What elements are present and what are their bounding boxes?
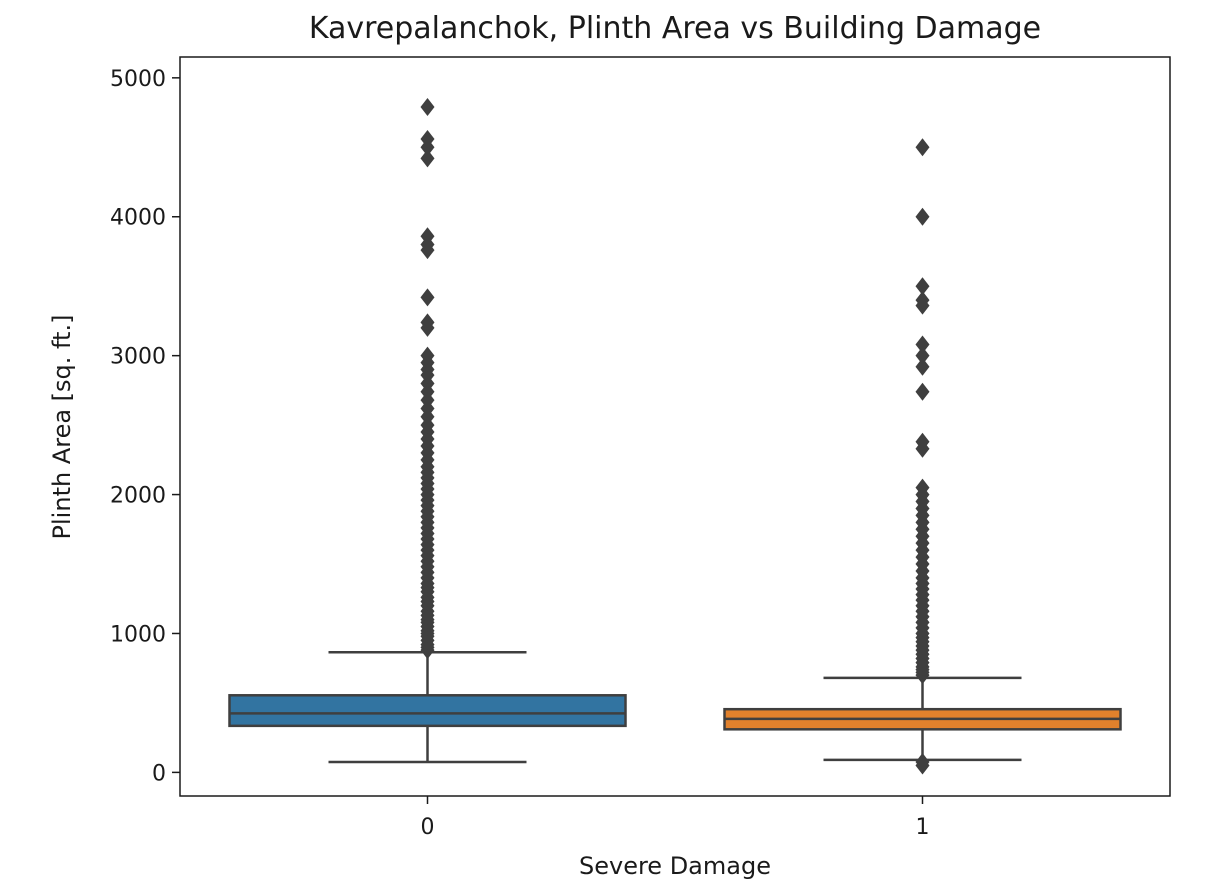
outlier-point	[915, 478, 930, 497]
y-tick-label: 2000	[110, 484, 166, 509]
outlier-point	[915, 207, 930, 226]
outlier-point	[915, 357, 930, 376]
outlier-point	[915, 291, 930, 310]
outlier-point	[420, 227, 435, 246]
y-axis-label: Plinth Area [sq. ft.]	[48, 315, 76, 540]
outlier-point	[915, 138, 930, 157]
y-tick-label: 1000	[110, 622, 166, 647]
outlier-point	[915, 335, 930, 354]
outlier-point	[915, 382, 930, 401]
outlier-point	[915, 346, 930, 365]
plot-area	[228, 98, 1122, 775]
outlier-point	[420, 129, 435, 148]
outlier-point	[915, 432, 930, 451]
y-tick-label: 4000	[110, 206, 166, 231]
y-tick-label: 3000	[110, 345, 166, 370]
outlier-point	[420, 149, 435, 168]
box-group-1	[723, 138, 1122, 775]
x-axis-label: Severe Damage	[579, 852, 771, 880]
x-tick-label: 1	[916, 815, 930, 840]
box-group-0	[228, 98, 627, 764]
y-axis: 0 1000 2000 3000 4000 5000	[110, 67, 180, 786]
outlier-point	[915, 752, 930, 771]
outlier-point	[420, 313, 435, 332]
outlier-point	[420, 98, 435, 117]
y-tick-label: 0	[152, 761, 166, 786]
chart-title: Kavrepalanchok, Plinth Area vs Building …	[309, 11, 1041, 46]
outlier-point	[915, 277, 930, 296]
iqr-box	[228, 694, 627, 728]
y-tick-label: 5000	[110, 67, 166, 92]
axes-frame	[179, 56, 1171, 797]
x-tick-label: 0	[421, 815, 435, 840]
outlier-point	[420, 346, 435, 365]
outlier-point	[420, 288, 435, 307]
